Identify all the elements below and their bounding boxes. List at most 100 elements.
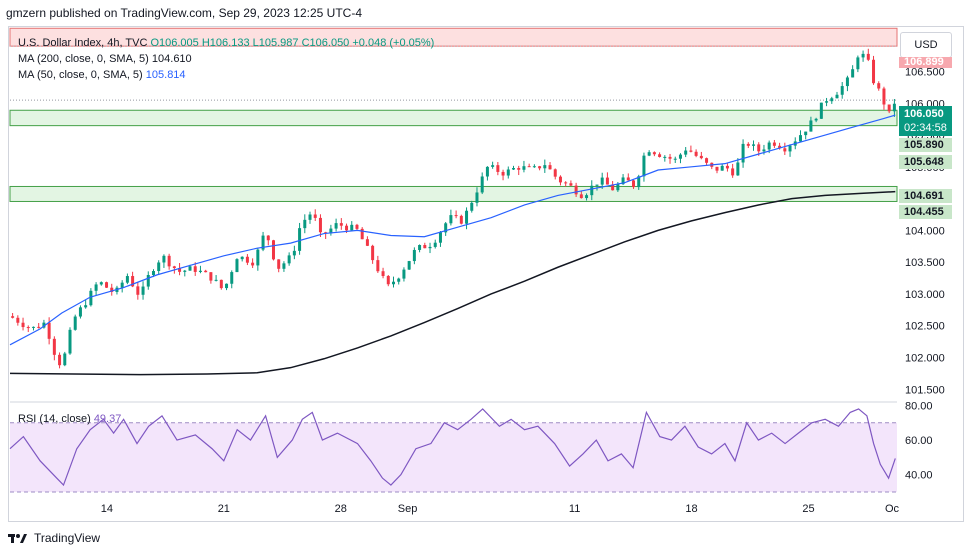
candle-body — [715, 166, 719, 171]
candle-body — [334, 223, 338, 229]
candle-body — [391, 281, 395, 285]
candle-body — [872, 59, 876, 84]
zone-1 — [9, 109, 898, 127]
main-legend: U.S. Dollar Index, 4h, TVC O106.005 H106… — [18, 36, 434, 50]
candle-body — [136, 286, 140, 295]
candle-body — [642, 155, 646, 177]
ma200-value: 104.610 — [151, 53, 192, 65]
zone1-top-tag: 105.890 — [899, 138, 952, 152]
candle-body — [125, 276, 129, 283]
change-value: +0.048 (+0.05%) — [352, 37, 435, 49]
candle-body — [621, 177, 625, 185]
candle-body — [355, 224, 359, 229]
candle-body — [637, 176, 641, 188]
candle-body — [673, 158, 677, 160]
symbol-label: U.S. Dollar Index, 4h, TVC — [18, 37, 148, 49]
candle-body — [99, 282, 103, 285]
candle-body — [89, 290, 93, 306]
candle-body — [757, 144, 761, 152]
candle-body — [626, 177, 630, 181]
currency-button[interactable]: USD — [900, 32, 952, 58]
candle-body — [689, 150, 693, 152]
candle-body — [438, 232, 442, 243]
candle-body — [814, 118, 818, 121]
x-tick-label: 11 — [569, 503, 580, 515]
x-tick-label: Sep — [398, 503, 418, 515]
price-tick-label: 106.500 — [905, 66, 945, 78]
candle-body — [882, 88, 886, 105]
countdown: 02:34:58 — [904, 122, 947, 134]
candle-body — [26, 327, 30, 329]
candle-body — [616, 184, 620, 191]
candle-body — [611, 184, 615, 191]
candle-body — [198, 270, 202, 272]
candle-body — [428, 246, 432, 249]
candle-body — [605, 177, 609, 185]
candle-body — [282, 263, 286, 269]
candle-body — [845, 77, 849, 87]
candle-body — [105, 282, 109, 288]
candle-body — [725, 165, 729, 169]
ma50-legend: MA (50, close, 0, SMA, 5) 105.814 — [18, 68, 186, 82]
candle-body — [590, 185, 594, 196]
candle-body — [292, 250, 296, 256]
candle-body — [892, 103, 896, 112]
candle-body — [449, 215, 453, 224]
x-tick-label: 28 — [335, 503, 347, 515]
candle-body — [423, 245, 427, 249]
candle-body — [209, 272, 213, 281]
candle-body — [522, 166, 526, 170]
candle-body — [548, 165, 552, 170]
candle-body — [120, 282, 124, 288]
price-tick-label: 103.000 — [905, 289, 945, 301]
candle-body — [58, 354, 62, 366]
candle-body — [178, 268, 182, 272]
candle-body — [517, 168, 521, 170]
candle-body — [538, 166, 542, 169]
candle-body — [407, 261, 411, 270]
zone2-top-tag: 104.691 — [899, 189, 952, 203]
candle-body — [157, 262, 161, 272]
candle-body — [543, 165, 547, 169]
rsi-value: 49.37 — [93, 413, 122, 425]
candle-body — [266, 235, 270, 241]
rsi-legend: RSI (14, close) 49.37 — [18, 412, 121, 426]
tradingview-logo-icon — [8, 532, 28, 544]
candle-body — [11, 316, 15, 318]
candle-body — [386, 276, 390, 285]
candle-body — [183, 270, 187, 272]
candle-body — [193, 266, 197, 272]
candle-body — [798, 135, 802, 142]
candle-body — [365, 239, 369, 246]
rsi-band — [10, 422, 897, 492]
x-tick-label: 21 — [218, 503, 230, 515]
candle-body — [501, 171, 505, 176]
candle-body — [595, 184, 599, 186]
close-value: C106.050 — [301, 37, 350, 49]
candle-body — [652, 152, 656, 155]
candle-body — [204, 270, 208, 273]
candle-body — [512, 168, 516, 170]
candle-body — [574, 185, 578, 195]
candle-body — [37, 326, 41, 328]
candle-body — [245, 256, 249, 263]
last-price: 106.050 — [904, 108, 944, 120]
zone2-bottom-tag: 104.455 — [899, 205, 952, 219]
candle-body — [412, 249, 416, 262]
candle-body — [532, 166, 536, 168]
candle-body — [131, 276, 135, 287]
candle-body — [600, 177, 604, 185]
candle-body — [261, 235, 265, 250]
candle-body — [230, 272, 234, 284]
zone-2 — [9, 185, 898, 202]
price-tick-label: 102.000 — [905, 353, 945, 365]
price-tick-label: 103.500 — [905, 257, 945, 269]
candle-body — [835, 94, 839, 99]
candle-body — [762, 149, 766, 152]
candle-body — [851, 69, 855, 78]
candle-body — [579, 194, 583, 199]
candle-body — [271, 240, 275, 260]
candle-body — [94, 284, 98, 291]
candle-body — [454, 215, 458, 217]
